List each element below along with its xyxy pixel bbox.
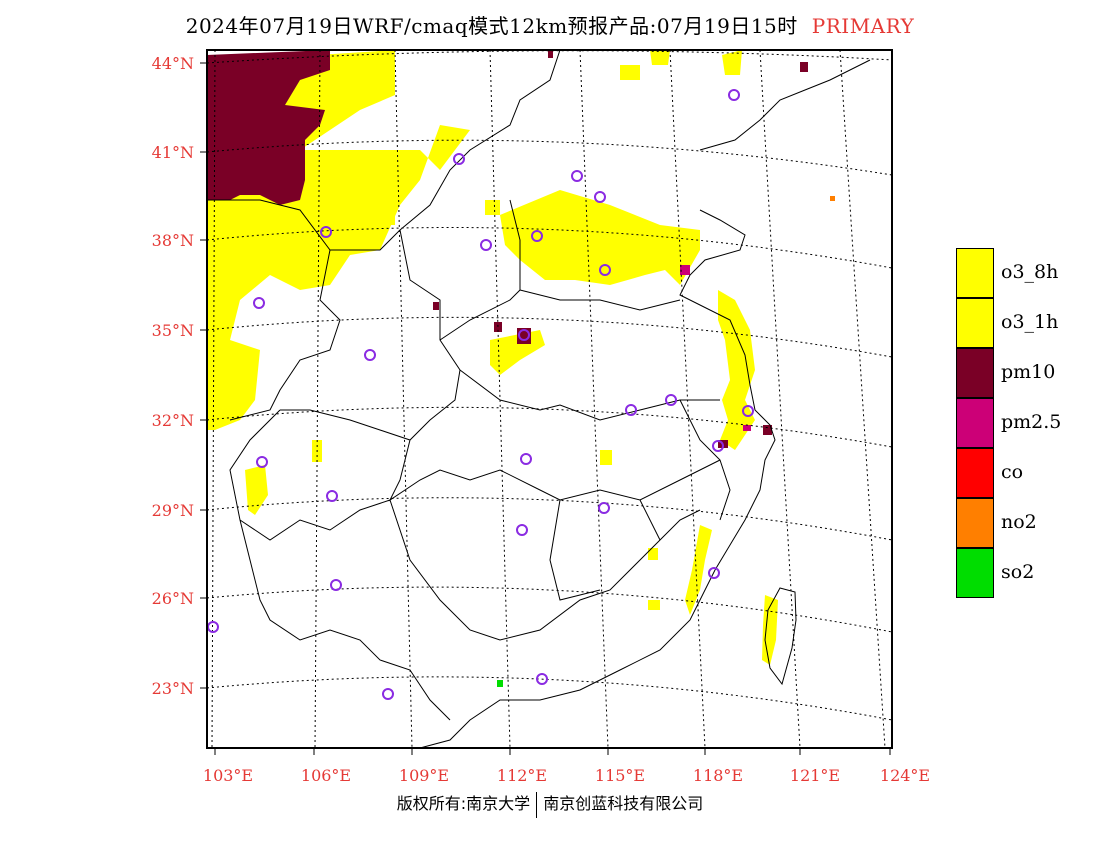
lon-label-124: 124°E <box>880 766 930 785</box>
legend-label: o3_8h <box>1001 261 1059 283</box>
station-marker <box>531 230 543 242</box>
station-marker <box>598 502 610 514</box>
station-marker <box>330 579 342 591</box>
legend-swatch <box>956 248 994 298</box>
legend-item-pm10: pm10 <box>956 348 1086 398</box>
map-frame <box>206 49 893 749</box>
taiwan-outline <box>764 587 797 686</box>
copyright-left: 版权所有:南京大学 <box>396 794 531 813</box>
legend-label: co <box>1001 461 1024 483</box>
title-bar: 2024年07月19日WRF/cmaq模式12km预报产品:07月19日15时 P… <box>0 10 1100 39</box>
graticule <box>207 50 892 748</box>
station-marker <box>326 490 338 502</box>
legend-label: no2 <box>1001 511 1037 533</box>
lon-label-112: 112°E <box>497 766 547 785</box>
copyright-right: 南京创蓝科技有限公司 <box>543 794 704 813</box>
station-marker <box>320 226 332 238</box>
legend-swatch <box>956 448 994 498</box>
pm10-region <box>207 50 808 448</box>
station-marker <box>516 524 528 536</box>
copyright-divider <box>536 791 538 818</box>
legend-label: pm2.5 <box>1001 411 1062 433</box>
lat-label-26: 26°N <box>152 589 194 608</box>
legend-item-pm25: pm2.5 <box>956 398 1086 448</box>
lat-label-38: 38°N <box>152 231 194 250</box>
copyright-footer: 版权所有:南京大学 南京创蓝科技有限公司 <box>0 790 1100 818</box>
lat-label-44: 44°N <box>152 54 194 73</box>
station-marker <box>625 404 637 416</box>
station-marker <box>256 456 268 468</box>
lon-label-106: 106°E <box>301 766 351 785</box>
legend-item-no2: no2 <box>956 498 1086 548</box>
station-marker <box>571 170 583 182</box>
legend-label: o3_1h <box>1001 311 1059 333</box>
legend-swatch <box>956 348 994 398</box>
station-marker <box>364 349 376 361</box>
stations <box>207 89 754 700</box>
legend-swatch <box>956 498 994 548</box>
station-marker <box>480 239 492 251</box>
station-marker <box>453 153 465 165</box>
map-title-tag: PRIMARY <box>811 14 915 38</box>
lon-labels: 103°E 106°E 109°E 112°E 115°E 118°E 121°… <box>203 766 930 785</box>
station-marker <box>382 688 394 700</box>
coastline <box>419 59 871 748</box>
boundaries <box>207 50 871 748</box>
station-marker <box>708 567 720 579</box>
station-marker <box>712 440 724 452</box>
lat-label-29: 29°N <box>152 501 194 520</box>
station-marker <box>594 191 606 203</box>
station-marker <box>253 297 265 309</box>
lon-label-121: 121°E <box>790 766 840 785</box>
lat-label-35: 35°N <box>152 321 194 340</box>
no2-region <box>830 196 835 201</box>
legend-item-o3-1h: o3_1h <box>956 298 1086 348</box>
legend-swatch <box>956 398 994 448</box>
province-lines <box>207 50 731 721</box>
legend-label: so2 <box>1001 561 1035 583</box>
legend-item-co: co <box>956 448 1086 498</box>
ticks <box>200 62 891 755</box>
pollution-layer <box>207 50 835 687</box>
station-marker <box>536 673 548 685</box>
so2-region <box>497 680 503 687</box>
lat-label-32: 32°N <box>152 411 194 430</box>
station-marker <box>599 264 611 276</box>
station-marker <box>742 405 754 417</box>
lat-label-23: 23°N <box>152 679 194 698</box>
legend-swatch <box>956 298 994 348</box>
lon-label-109: 109°E <box>399 766 449 785</box>
station-marker <box>520 453 532 465</box>
legend-label: pm10 <box>1001 361 1056 383</box>
legend-swatch <box>956 548 994 598</box>
station-marker <box>518 329 530 341</box>
lon-label-115: 115°E <box>595 766 645 785</box>
legend-item-o3-8h: o3_8h <box>956 248 1086 298</box>
station-marker <box>665 394 677 406</box>
legend-item-so2: so2 <box>956 548 1086 598</box>
lat-label-41: 41°N <box>152 143 194 162</box>
pm25-region <box>680 265 751 431</box>
station-marker <box>728 89 740 101</box>
map-title: 2024年07月19日WRF/cmaq模式12km预报产品:07月19日15时 <box>185 14 798 38</box>
lat-labels: 44°N 41°N 38°N 35°N 32°N 29°N 26°N 23°N <box>152 54 194 698</box>
lon-label-118: 118°E <box>693 766 743 785</box>
lon-label-103: 103°E <box>203 766 253 785</box>
